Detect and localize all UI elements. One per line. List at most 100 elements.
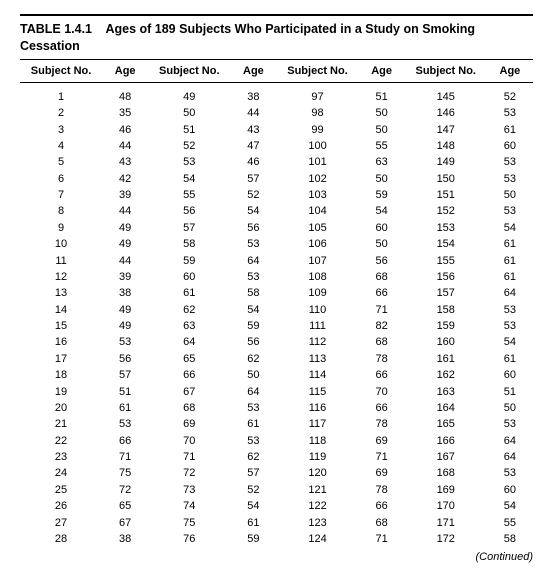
cell-subject: 13 — [20, 285, 102, 301]
cell-subject: 161 — [405, 351, 487, 367]
cell-subject: 117 — [276, 416, 358, 432]
cell-subject: 149 — [405, 154, 487, 170]
cell-age: 71 — [359, 449, 405, 465]
col-header-age-2: Age — [230, 59, 276, 82]
cell-subject: 145 — [405, 82, 487, 105]
cell-subject: 19 — [20, 383, 102, 399]
cell-subject: 112 — [276, 334, 358, 350]
cell-subject: 63 — [148, 318, 230, 334]
cell-age: 53 — [487, 154, 533, 170]
table-row: 237171621197116764 — [20, 449, 533, 465]
cell-subject: 157 — [405, 285, 487, 301]
cell-subject: 115 — [276, 383, 358, 399]
cell-subject: 62 — [148, 301, 230, 317]
cell-subject: 52 — [148, 138, 230, 154]
cell-subject: 28 — [20, 531, 102, 547]
cell-subject: 51 — [148, 121, 230, 137]
cell-age: 58 — [487, 531, 533, 547]
cell-subject: 65 — [148, 351, 230, 367]
cell-subject: 148 — [405, 138, 487, 154]
cell-subject: 102 — [276, 170, 358, 186]
cell-age: 61 — [487, 236, 533, 252]
cell-age: 55 — [359, 138, 405, 154]
table-row: 1484938975114552 — [20, 82, 533, 105]
cell-subject: 165 — [405, 416, 487, 432]
cell-subject: 104 — [276, 203, 358, 219]
table-row: 215369611177816553 — [20, 416, 533, 432]
cell-age: 60 — [487, 138, 533, 154]
cell-age: 56 — [359, 252, 405, 268]
cell-age: 38 — [230, 82, 276, 105]
cell-subject: 55 — [148, 187, 230, 203]
cell-subject: 152 — [405, 203, 487, 219]
cell-subject: 154 — [405, 236, 487, 252]
cell-age: 49 — [102, 318, 148, 334]
table-row: 185766501146616260 — [20, 367, 533, 383]
cell-age: 52 — [487, 82, 533, 105]
cell-subject: 49 — [148, 82, 230, 105]
table-row: 276775611236817155 — [20, 514, 533, 530]
cell-age: 66 — [102, 432, 148, 448]
cell-subject: 155 — [405, 252, 487, 268]
cell-subject: 162 — [405, 367, 487, 383]
cell-subject: 121 — [276, 482, 358, 498]
cell-age: 71 — [102, 449, 148, 465]
cell-age: 69 — [359, 432, 405, 448]
cell-age: 46 — [230, 154, 276, 170]
cell-subject: 67 — [148, 383, 230, 399]
cell-subject: 6 — [20, 170, 102, 186]
continued-label: (Continued) — [20, 547, 533, 563]
cell-subject: 105 — [276, 220, 358, 236]
col-header-subject-1: Subject No. — [20, 59, 102, 82]
cell-age: 68 — [359, 269, 405, 285]
cell-age: 53 — [487, 105, 533, 121]
cell-subject: 158 — [405, 301, 487, 317]
table-header-row: Subject No. Age Subject No. Age Subject … — [20, 59, 533, 82]
cell-age: 63 — [359, 154, 405, 170]
cell-age: 57 — [230, 170, 276, 186]
cell-subject: 106 — [276, 236, 358, 252]
cell-age: 53 — [487, 318, 533, 334]
cell-subject: 8 — [20, 203, 102, 219]
cell-age: 58 — [230, 285, 276, 301]
cell-age: 51 — [487, 383, 533, 399]
cell-age: 64 — [487, 285, 533, 301]
cell-age: 61 — [487, 269, 533, 285]
cell-age: 57 — [102, 367, 148, 383]
cell-age: 61 — [230, 514, 276, 530]
col-header-subject-4: Subject No. — [405, 59, 487, 82]
table-title-block: TABLE 1.4.1 Ages of 189 Subjects Who Par… — [20, 14, 533, 59]
cell-subject: 64 — [148, 334, 230, 350]
table-number: TABLE 1.4.1 — [20, 22, 92, 36]
cell-subject: 70 — [148, 432, 230, 448]
table-row: 247572571206916853 — [20, 465, 533, 481]
cell-age: 44 — [102, 252, 148, 268]
table-row: 94957561056015354 — [20, 220, 533, 236]
cell-age: 56 — [230, 334, 276, 350]
table-row: 195167641157016351 — [20, 383, 533, 399]
table-row: 283876591247117258 — [20, 531, 533, 547]
cell-age: 54 — [230, 203, 276, 219]
cell-age: 39 — [102, 187, 148, 203]
cell-subject: 12 — [20, 269, 102, 285]
cell-subject: 11 — [20, 252, 102, 268]
cell-subject: 108 — [276, 269, 358, 285]
cell-age: 50 — [487, 400, 533, 416]
cell-age: 39 — [102, 269, 148, 285]
cell-subject: 98 — [276, 105, 358, 121]
cell-age: 82 — [359, 318, 405, 334]
cell-subject: 101 — [276, 154, 358, 170]
cell-subject: 23 — [20, 449, 102, 465]
cell-age: 53 — [102, 416, 148, 432]
cell-subject: 156 — [405, 269, 487, 285]
cell-subject: 116 — [276, 400, 358, 416]
cell-age: 53 — [487, 170, 533, 186]
cell-subject: 73 — [148, 482, 230, 498]
cell-subject: 159 — [405, 318, 487, 334]
cell-subject: 1 — [20, 82, 102, 105]
cell-subject: 100 — [276, 138, 358, 154]
cell-subject: 68 — [148, 400, 230, 416]
cell-age: 60 — [487, 482, 533, 498]
cell-age: 42 — [102, 170, 148, 186]
table-row: 165364561126816054 — [20, 334, 533, 350]
